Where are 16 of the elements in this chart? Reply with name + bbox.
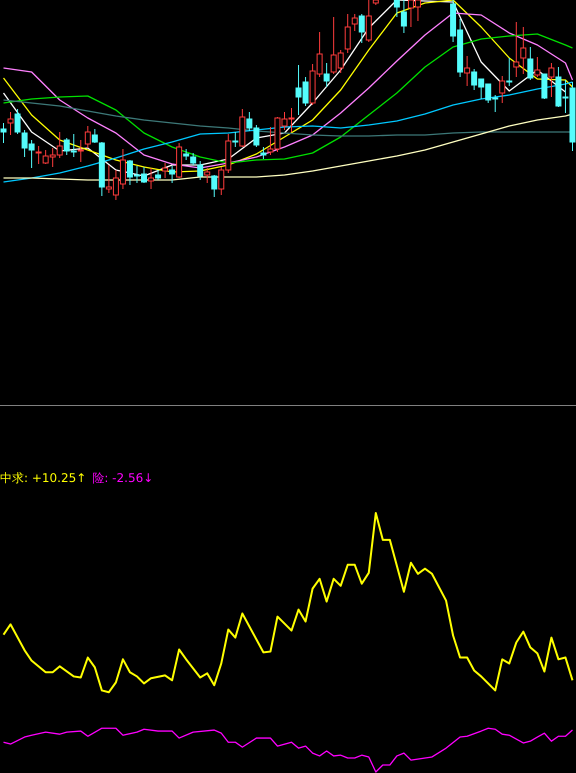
candlestick [520, 26, 526, 74]
candlestick [8, 112, 14, 136]
text: 险: -2.56↓ [92, 471, 154, 485]
candlestick [162, 162, 168, 178]
candlestick [0, 122, 7, 144]
text: 中求: +10.25↑ [0, 471, 86, 485]
candlestick [464, 56, 470, 86]
candlestick [148, 168, 154, 190]
candlestick [232, 132, 238, 148]
candlestick [78, 140, 84, 162]
candlestick [548, 62, 554, 98]
candlestick [36, 146, 42, 164]
candlestick [400, 0, 407, 34]
candlestick [324, 62, 330, 88]
candlestick [499, 76, 506, 104]
candlestick [513, 22, 520, 78]
